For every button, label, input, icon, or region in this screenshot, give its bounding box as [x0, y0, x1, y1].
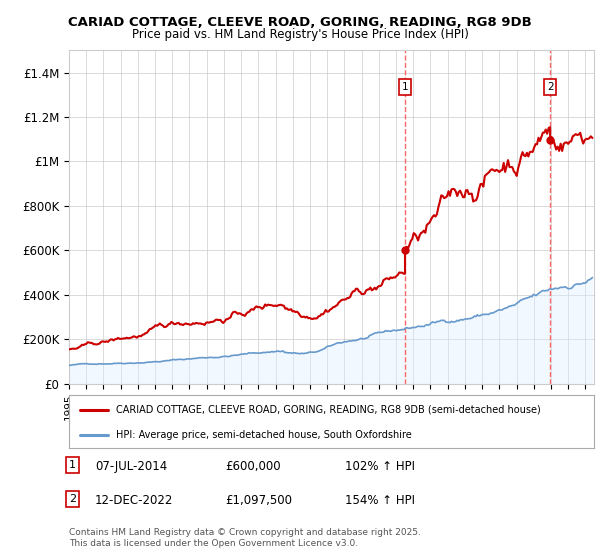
Text: 2: 2: [547, 82, 553, 92]
Text: 2: 2: [69, 494, 76, 504]
Text: 12-DEC-2022: 12-DEC-2022: [95, 494, 173, 507]
Text: £600,000: £600,000: [225, 460, 281, 473]
Text: 102% ↑ HPI: 102% ↑ HPI: [345, 460, 415, 473]
Text: Contains HM Land Registry data © Crown copyright and database right 2025.
This d: Contains HM Land Registry data © Crown c…: [69, 528, 421, 548]
Text: HPI: Average price, semi-detached house, South Oxfordshire: HPI: Average price, semi-detached house,…: [116, 430, 412, 440]
Text: £1,097,500: £1,097,500: [225, 494, 292, 507]
Text: CARIAD COTTAGE, CLEEVE ROAD, GORING, READING, RG8 9DB: CARIAD COTTAGE, CLEEVE ROAD, GORING, REA…: [68, 16, 532, 29]
Text: Price paid vs. HM Land Registry's House Price Index (HPI): Price paid vs. HM Land Registry's House …: [131, 28, 469, 41]
Text: 07-JUL-2014: 07-JUL-2014: [95, 460, 167, 473]
Text: 1: 1: [401, 82, 409, 92]
Text: 154% ↑ HPI: 154% ↑ HPI: [345, 494, 415, 507]
Text: 1: 1: [69, 460, 76, 470]
Text: CARIAD COTTAGE, CLEEVE ROAD, GORING, READING, RG8 9DB (semi-detached house): CARIAD COTTAGE, CLEEVE ROAD, GORING, REA…: [116, 405, 541, 415]
